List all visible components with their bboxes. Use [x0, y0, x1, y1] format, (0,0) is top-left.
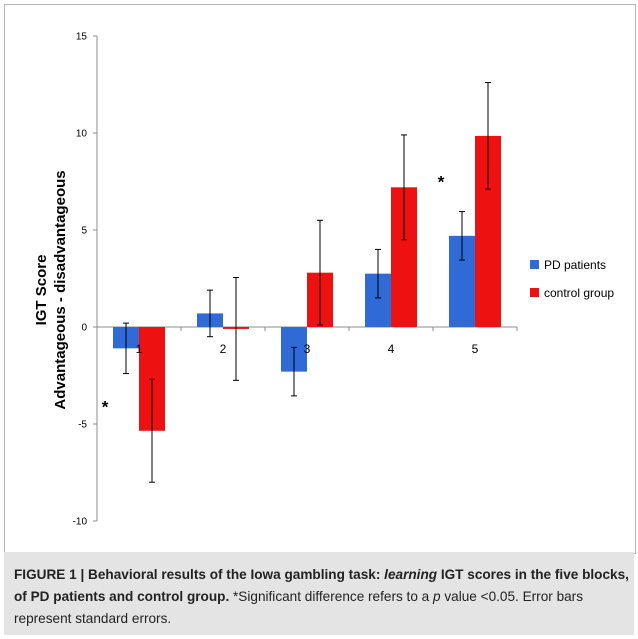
x-tick-label: 4	[388, 342, 395, 356]
y-tick-label: 5	[81, 226, 87, 237]
caption-title-part1: FIGURE 1 | Behavioral results of the Iow…	[14, 567, 385, 582]
y-tick-label: -5	[78, 420, 87, 431]
caption-title-part3: IGT scores in the five blocks, of PD pat…	[14, 567, 629, 604]
legend-swatch-pd-patients	[530, 260, 539, 269]
x-tick-label: 1	[136, 342, 143, 356]
significance-annotations: **	[102, 173, 445, 417]
y-tick-label: -10	[73, 517, 88, 528]
error-bars	[123, 82, 491, 483]
caption-title: FIGURE 1 | Behavioral results of the Iow…	[14, 567, 629, 604]
x-tick-label: 5	[472, 342, 479, 356]
legend-label-pd-patients: PD patients	[544, 258, 606, 272]
y-axis-label: IGT Score Advantageous - disadvantageous	[33, 170, 69, 409]
caption-note-part4: *Significant difference refers to a	[229, 589, 434, 604]
caption-text: FIGURE 1 | Behavioral results of the Iow…	[14, 564, 629, 630]
caption-note-italic: p	[433, 589, 441, 604]
caption-note-part6: value <0.05. Error bars represent standa…	[14, 589, 584, 626]
figure-caption: FIGURE 1 | Behavioral results of the Iow…	[4, 552, 634, 635]
chart-panel: IGT Score Advantageous - disadvantageous…	[4, 4, 636, 554]
legend: PD patients control group	[530, 258, 614, 300]
y-tick-label: 0	[81, 323, 87, 334]
y-tick-label: 15	[76, 32, 88, 43]
legend-label-control-group: control group	[544, 286, 614, 300]
y-axis-label-line1: IGT Score	[33, 255, 50, 326]
legend-swatch-control-group	[530, 288, 539, 297]
y-tick-label: 10	[76, 129, 88, 140]
x-tick-labels: 1 2 3 4 5	[136, 342, 479, 356]
caption-title-italic: learning	[384, 567, 438, 582]
significance-star: *	[102, 398, 109, 417]
bar-chart: IGT Score Advantageous - disadvantageous…	[33, 32, 614, 528]
x-tick-label: 3	[304, 342, 311, 356]
y-axis-label-line2: Advantageous - disadvantageous	[52, 170, 69, 409]
significance-star: *	[438, 173, 445, 192]
x-tick-label: 2	[220, 342, 227, 356]
